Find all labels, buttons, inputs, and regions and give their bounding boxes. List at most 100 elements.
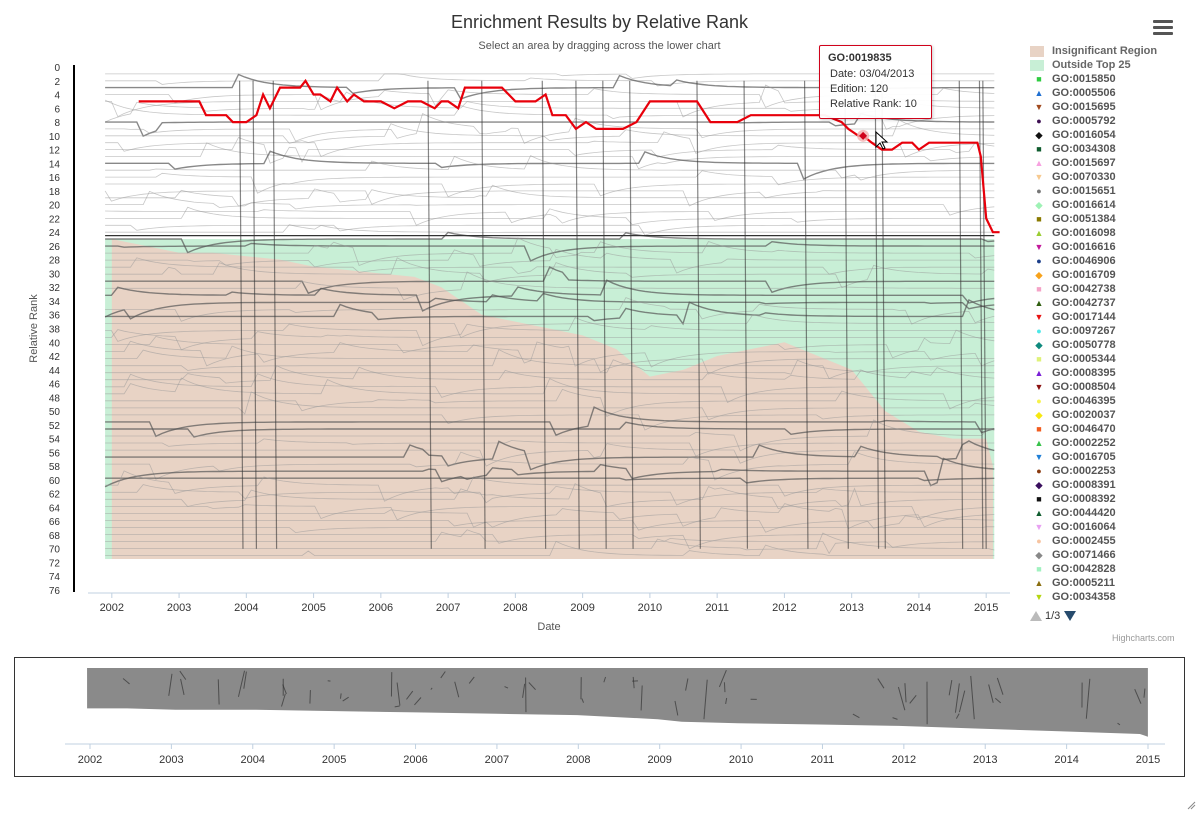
- rank-trace-line: [105, 483, 995, 510]
- legend-marker-icon: ●: [1036, 326, 1042, 336]
- y-tick-label: 22: [49, 214, 61, 225]
- legend-item[interactable]: ■ GO:0015850: [1030, 72, 1195, 86]
- navigator-tick-label: 2006: [403, 754, 427, 766]
- point-tooltip: GO:0019835 Date: 03/04/2013 Edition: 120…: [819, 45, 932, 119]
- legend-item[interactable]: ▲ GO:0042737: [1030, 296, 1195, 310]
- legend-marker-icon: ▲: [1034, 508, 1044, 518]
- legend-band-swatch: [1030, 59, 1044, 71]
- legend-item[interactable]: ■ GO:0034308: [1030, 142, 1195, 156]
- legend-item[interactable]: ▼ GO:0015695: [1030, 100, 1195, 114]
- rank-trace-line: [105, 224, 995, 236]
- rank-trace-line: [105, 340, 995, 368]
- legend-item[interactable]: ▲ GO:0002252: [1030, 436, 1195, 450]
- legend-item[interactable]: ▼ GO:0070330: [1030, 170, 1195, 184]
- legend-item[interactable]: ◆ GO:0071466: [1030, 548, 1195, 562]
- legend-item[interactable]: ■ GO:0042738: [1030, 282, 1195, 296]
- rank-spike-line: [272, 80, 278, 549]
- navigator-tick-label: 2003: [159, 754, 183, 766]
- legend-band-item[interactable]: Insignificant Region: [1030, 44, 1195, 58]
- legend-item-label: GO:0042738: [1052, 283, 1116, 295]
- navigator-spike: [122, 678, 130, 685]
- chart-subtitle: Select an area by dragging across the lo…: [478, 40, 721, 52]
- legend-item[interactable]: ◆ GO:0008391: [1030, 478, 1195, 492]
- legend-item[interactable]: ▼ GO:0017144: [1030, 310, 1195, 324]
- x-tick-label: 2007: [436, 602, 460, 614]
- legend-band-item[interactable]: Outside Top 25: [1030, 58, 1195, 72]
- legend-item[interactable]: ▼ GO:0008504: [1030, 380, 1195, 394]
- navigator-spike: [996, 677, 1004, 695]
- x-tick-label: 2014: [907, 602, 931, 614]
- legend-item[interactable]: ▼ GO:0034358: [1030, 590, 1195, 604]
- legend-item[interactable]: ◆ GO:0016709: [1030, 268, 1195, 282]
- rank-trace-line: [105, 316, 995, 347]
- navigator-spike: [685, 678, 689, 691]
- legend-item[interactable]: ◆ GO:0016054: [1030, 128, 1195, 142]
- rank-trace-line: [105, 329, 995, 359]
- legend-marker-icon: ▼: [1034, 312, 1044, 322]
- legend-item[interactable]: ● GO:0005792: [1030, 114, 1195, 128]
- legend-item[interactable]: ● GO:0046906: [1030, 254, 1195, 268]
- navigator-panel[interactable]: 2002 2003 2004 2005 2006 2007 2008 2009 2010 2011…: [14, 657, 1185, 777]
- legend-item[interactable]: ● GO:0015651: [1030, 184, 1195, 198]
- legend-item[interactable]: ■ GO:0005344: [1030, 352, 1195, 366]
- legend-marker-icon: ◆: [1035, 409, 1043, 420]
- chart-title: Enrichment Results by Relative Rank: [450, 12, 749, 32]
- legend-marker-icon: ■: [1036, 284, 1042, 294]
- x-axis: 2002 2003 2004 2005 2006 2007 2008 2009 2010 2011…: [88, 592, 1010, 633]
- x-tick-label: 2011: [705, 602, 729, 614]
- legend-item[interactable]: ▲ GO:0016098: [1030, 226, 1195, 240]
- legend-item[interactable]: ■ GO:0051384: [1030, 212, 1195, 226]
- legend-item[interactable]: ● GO:0002253: [1030, 464, 1195, 478]
- y-tick-label: 46: [49, 380, 61, 391]
- legend-item[interactable]: ■ GO:0008392: [1030, 492, 1195, 506]
- legend-item[interactable]: ◆ GO:0020037: [1030, 408, 1195, 422]
- y-tick-label: 76: [49, 586, 61, 597]
- navigator-tick-label: 2004: [241, 754, 265, 766]
- rank-spike-line: [575, 80, 580, 549]
- navigator-spike: [179, 670, 187, 680]
- rank-trace-line: [105, 470, 995, 502]
- legend-marker-icon: ■: [1036, 214, 1042, 224]
- legend-item[interactable]: ▲ GO:0008395: [1030, 366, 1195, 380]
- legend-marker-icon: ▲: [1034, 228, 1044, 238]
- legend-item[interactable]: ▲ GO:0044420: [1030, 506, 1195, 520]
- navigator-tick-label: 2007: [485, 754, 509, 766]
- legend-item-label: GO:0046470: [1052, 423, 1116, 435]
- legend-item[interactable]: ▲ GO:0005506: [1030, 86, 1195, 100]
- navigator-spike: [282, 684, 287, 695]
- legend-item-label: GO:0070330: [1052, 171, 1116, 183]
- legend-item[interactable]: ■ GO:0042828: [1030, 562, 1195, 576]
- pager-up-icon[interactable]: [1030, 611, 1042, 621]
- rank-trace-line: [105, 329, 995, 351]
- legend-item-label: GO:0002253: [1052, 465, 1116, 477]
- legend-item[interactable]: ▼ GO:0016616: [1030, 240, 1195, 254]
- x-tick-label: 2008: [503, 602, 527, 614]
- legend-marker-icon: ●: [1036, 536, 1042, 546]
- navigator-tick-label: 2013: [973, 754, 997, 766]
- credits-link[interactable]: Highcharts.com: [1112, 633, 1175, 643]
- pager-down-icon[interactable]: [1064, 611, 1077, 621]
- legend-item[interactable]: ◆ GO:0016614: [1030, 198, 1195, 212]
- x-tick-label: 2005: [301, 602, 325, 614]
- export-menu-button[interactable]: [1153, 20, 1173, 36]
- legend-item[interactable]: ▼ GO:0016064: [1030, 520, 1195, 534]
- legend-item[interactable]: ◆ GO:0050778: [1030, 338, 1195, 352]
- legend-item[interactable]: ▲ GO:0015697: [1030, 156, 1195, 170]
- legend-item[interactable]: ● GO:0002455: [1030, 534, 1195, 548]
- legend-item[interactable]: ▼ GO:0016705: [1030, 450, 1195, 464]
- legend-item[interactable]: ● GO:0046395: [1030, 394, 1195, 408]
- rank-spike-line: [629, 80, 634, 549]
- legend-item[interactable]: ● GO:0097267: [1030, 324, 1195, 338]
- navigator-spike: [988, 684, 994, 703]
- navigator-spike: [406, 690, 414, 700]
- legend-item-label: GO:0008504: [1052, 381, 1116, 393]
- legend-item[interactable]: ▲ GO:0005211: [1030, 576, 1195, 590]
- legend-marker-icon: ▼: [1034, 242, 1044, 252]
- legend-item[interactable]: ■ GO:0046470: [1030, 422, 1195, 436]
- resize-grip-icon[interactable]: [1186, 800, 1196, 810]
- rank-trace-line: [105, 443, 995, 467]
- main-rank-chart[interactable]: 0246810121416182022242628303234363840424…: [0, 0, 1199, 650]
- navigator-chart[interactable]: 2002 2003 2004 2005 2006 2007 2008 2009 2010 2011…: [15, 658, 1186, 778]
- x-tick-label: 2004: [234, 602, 258, 614]
- legend-marker-icon: ▼: [1034, 592, 1044, 602]
